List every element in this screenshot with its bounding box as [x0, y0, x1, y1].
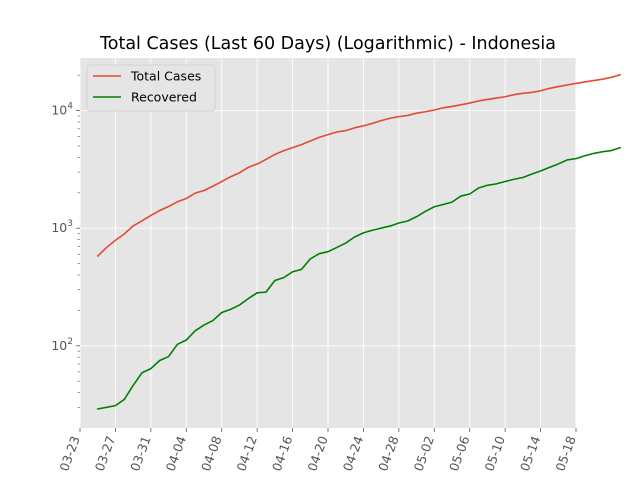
y-tick-label-base: 10 — [51, 338, 67, 353]
legend: Total Cases Recovered — [86, 64, 216, 112]
grid-lines — [79, 58, 577, 428]
y-tick-label-exponent: 2 — [67, 337, 73, 347]
y-tick-label-base: 10 — [51, 220, 67, 235]
y-tick-label-exponent: 3 — [67, 219, 73, 229]
series-layer — [96, 73, 622, 410]
legend-label-recovered: Recovered — [131, 90, 197, 105]
series-line-total-cases — [96, 73, 622, 257]
legend-label-total-cases: Total Cases — [130, 69, 201, 84]
series-line-recovered — [96, 146, 622, 410]
y-tick-label-base: 10 — [51, 103, 67, 118]
chart-title: Total Cases (Last 60 Days) (Logarithmic)… — [99, 34, 556, 54]
y-tick-label: 104 — [51, 102, 73, 118]
y-tick-label-exponent: 4 — [67, 102, 73, 112]
y-tick-label: 103 — [51, 219, 73, 235]
y-tick-label: 102 — [51, 337, 73, 353]
